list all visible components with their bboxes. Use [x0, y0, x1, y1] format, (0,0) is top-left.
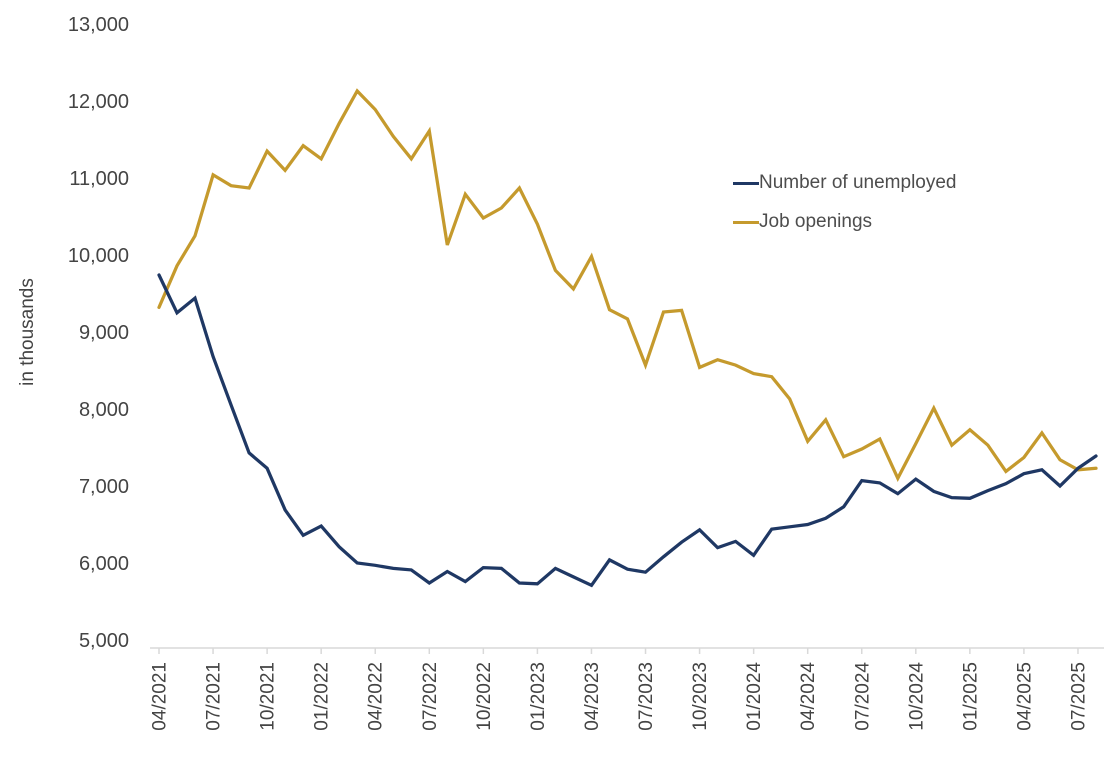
number-of-unemployed-line: [157, 273, 1098, 588]
x-axis-label: 04/2021: [150, 662, 171, 731]
x-axis-label: 01/2022: [312, 662, 333, 731]
y-axis-title: in thousands: [17, 278, 38, 386]
unemployed-line-swatch: [733, 181, 759, 185]
x-axis-label: 04/2023: [582, 662, 603, 731]
y-axis-label: 11,000: [69, 168, 129, 190]
x-axis-label: 07/2024: [852, 662, 873, 731]
y-axis-label: 6,000: [79, 553, 129, 575]
x-axis-label: 07/2021: [204, 662, 225, 731]
y-axis-label: 5,000: [79, 630, 129, 652]
y-axis-label: 13,000: [68, 14, 129, 36]
legend-item-job-openings: Job openings: [733, 211, 957, 233]
x-axis-label: 01/2025: [960, 662, 981, 731]
x-axis-label: 01/2024: [744, 662, 765, 731]
x-axis-label: 04/2022: [366, 662, 387, 731]
x-axis-label: 10/2022: [474, 662, 495, 731]
legend-item-unemployed: Number of unemployed: [733, 172, 957, 194]
y-axis-label: 8,000: [79, 399, 129, 421]
x-axis-label: 04/2025: [1014, 662, 1035, 731]
x-axis-label: 10/2024: [906, 662, 927, 731]
x-axis-label: 07/2022: [420, 662, 441, 731]
x-axis-label: 01/2023: [528, 662, 549, 731]
x-axis-label: 10/2023: [690, 662, 711, 731]
y-axis-label: 12,000: [68, 91, 129, 113]
job-openings-line: [157, 88, 1098, 483]
legend-label-job-openings: Job openings: [759, 211, 873, 232]
y-axis-label: 10,000: [68, 245, 129, 267]
y-axis-label: 9,000: [79, 322, 129, 344]
job-openings-line-swatch: [733, 220, 759, 224]
legend: Number of unemployed Job openings: [733, 172, 957, 233]
x-axis-label: 07/2025: [1068, 662, 1089, 731]
legend-label-unemployed: Number of unemployed: [759, 172, 957, 193]
x-axis-label: 04/2024: [798, 662, 819, 731]
y-axis-label: 7,000: [79, 476, 129, 498]
x-axis-label: 10/2021: [258, 662, 279, 731]
x-axis-label: 07/2023: [636, 662, 657, 731]
